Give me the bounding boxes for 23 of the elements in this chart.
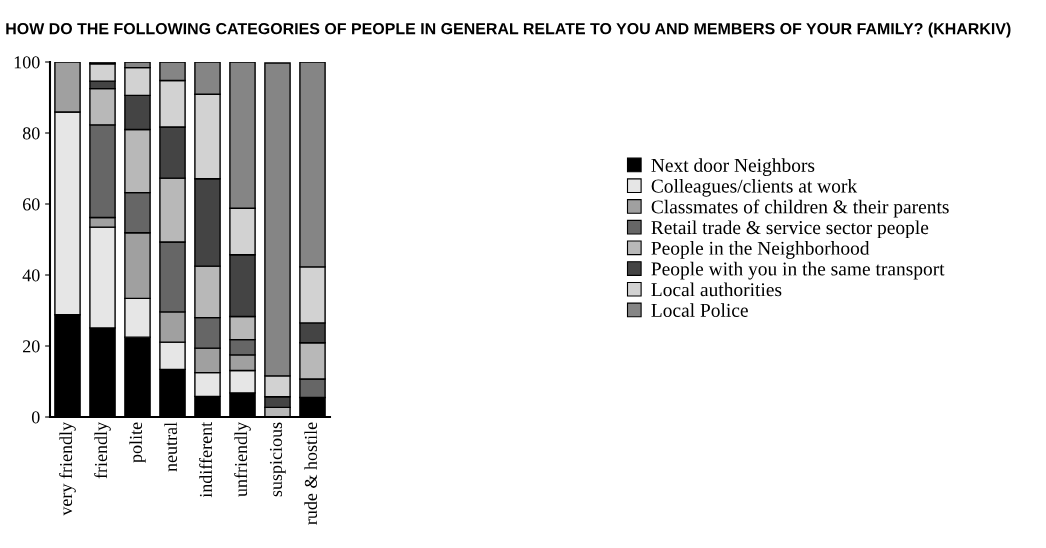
x-tick-label: suspicious (269, 422, 286, 497)
x-tick-label: unfriendly (234, 421, 251, 497)
x-tick-label: indifferent (199, 421, 213, 498)
legend-label: Local Police (651, 303, 748, 317)
y-tick-label: 0 (31, 411, 40, 424)
x-tick-label: rude & hostile (304, 422, 318, 525)
text: HOW DO THE FOLLOWING CATEGORIES OF PEOPLE IN GENERAL RELATE TO YOU AND MEMBERS OF YOUR FAMILY? (KHARKIV) (6, 22, 1011, 38)
legend-label: Retail trade & service sector people (651, 220, 929, 239)
x-tick-label: very friendly (59, 421, 76, 516)
legend-label: Colleagues/clients at work (651, 178, 858, 197)
y-tick-label: 20 (23, 340, 40, 353)
legend-label: Next door Neighbors (651, 158, 815, 176)
legend-label: Local authorities (651, 282, 782, 297)
legend-label: People in the Neighborhood (651, 241, 870, 259)
y-tick-label: 80 (22, 127, 40, 140)
y-tick-label: 60 (23, 198, 40, 211)
legend-label: People with you in the same transport (651, 261, 945, 280)
y-tick-label: 100 (14, 56, 40, 69)
x-tick-label: polite (129, 422, 146, 463)
legend-label: Classmates of children & their parents (651, 199, 949, 218)
x-tick-label: friendly (94, 421, 111, 479)
y-tick-label: 40 (22, 269, 40, 282)
x-tick-label: neutral (164, 422, 178, 472)
